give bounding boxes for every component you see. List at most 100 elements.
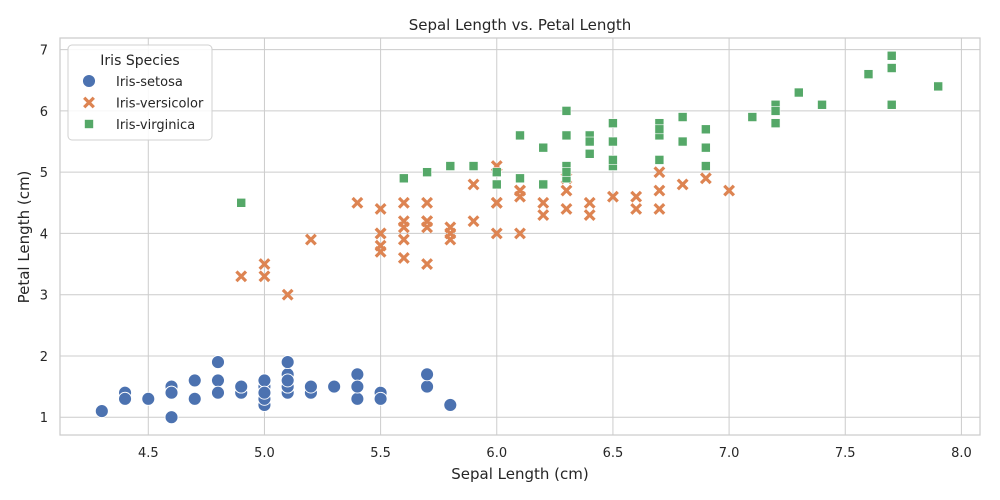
y-tick-label: 4	[40, 227, 48, 242]
x-tick-label: 5.5	[370, 446, 391, 461]
x-tick-label: 6.5	[603, 446, 624, 461]
iris-versicolor-point	[421, 221, 434, 234]
iris-virginica-point	[584, 148, 595, 159]
x-marker-stroke	[467, 178, 480, 191]
chart-title: Sepal Length vs. Petal Length	[409, 16, 632, 34]
iris-versicolor-point	[304, 233, 317, 246]
iris-versicolor-point	[560, 184, 573, 197]
iris-setosa-point	[211, 355, 225, 370]
iris-virginica-point	[886, 99, 897, 110]
series-iris-virginica	[236, 50, 943, 208]
iris-virginica-point	[584, 136, 595, 147]
iris-versicolor-point	[258, 258, 271, 271]
legend-label-iris-versicolor: Iris-versicolor	[116, 97, 204, 112]
iris-setosa-point	[350, 367, 365, 382]
legend-label-iris-virginica: Iris-virginica	[116, 118, 195, 133]
iris-virginica-point	[701, 124, 711, 135]
iris-virginica-point	[886, 50, 897, 61]
x-tick-label: 4.5	[138, 446, 159, 461]
iris-virginica-point	[677, 112, 688, 122]
iris-virginica-point	[538, 142, 549, 153]
iris-virginica-point	[817, 99, 827, 110]
iris-versicolor-point	[397, 215, 410, 228]
iris-versicolor-point	[630, 190, 643, 203]
iris-virginica-point	[515, 173, 525, 184]
x-marker-stroke	[397, 233, 410, 246]
x-marker-stroke	[653, 202, 666, 215]
iris-versicolor-point	[514, 190, 526, 203]
iris-setosa-point	[187, 373, 202, 388]
iris-virginica-point	[445, 161, 456, 171]
iris-setosa-point	[211, 373, 225, 388]
x-marker-stroke	[630, 202, 643, 215]
iris-virginica-point	[422, 167, 432, 177]
iris-setosa-point	[118, 391, 133, 406]
x-marker-stroke	[490, 196, 503, 209]
x-marker-stroke	[653, 166, 666, 179]
x-marker-stroke	[490, 227, 503, 240]
iris-versicolor-point	[699, 172, 712, 185]
iris-versicolor-point	[583, 209, 596, 221]
iris-setosa-point	[443, 398, 458, 412]
y-tick-label: 5	[40, 166, 48, 181]
iris-versicolor-point	[351, 196, 364, 209]
iris-virginica-point	[654, 155, 665, 165]
legend-item-iris-versicolor: Iris-versicolor	[83, 96, 204, 112]
iris-versicolor-point	[653, 202, 666, 215]
iris-setosa-point	[303, 379, 318, 394]
x-marker-stroke	[397, 215, 410, 228]
x-marker-stroke	[630, 190, 643, 203]
legend: Iris Species Iris-setosaIris-versicolorI…	[67, 44, 213, 141]
legend-title: Iris Species	[100, 53, 179, 69]
x-marker-stroke	[83, 96, 95, 109]
iris-versicolor-point	[630, 202, 643, 215]
iris-versicolor-point	[560, 202, 573, 215]
x-marker-stroke	[537, 196, 550, 209]
iris-virginica-point	[399, 173, 409, 184]
x-marker-stroke	[606, 190, 619, 203]
iris-versicolor-point	[514, 227, 526, 240]
y-axis-ticks: 1 2 3 4 5 6 7	[40, 44, 48, 427]
iris-versicolor-point	[374, 202, 387, 215]
x-marker-stroke	[560, 202, 573, 215]
iris-versicolor-point	[444, 227, 457, 240]
iris-versicolor-point	[281, 288, 294, 301]
x-marker-stroke	[397, 252, 410, 264]
y-tick-label: 1	[40, 411, 48, 426]
iris-virginica-point	[608, 155, 618, 165]
x-marker-stroke	[374, 245, 387, 258]
legend-marker-iris-versicolor	[83, 96, 95, 109]
series-iris-setosa	[94, 355, 458, 425]
iris-virginica-point	[608, 118, 618, 128]
iris-versicolor-point	[374, 245, 387, 258]
iris-virginica-point	[654, 124, 665, 135]
series-iris-versicolor	[235, 160, 736, 301]
iris-virginica-point	[561, 130, 572, 141]
iris-virginica-point	[491, 167, 502, 177]
iris-versicolor-point	[653, 166, 666, 179]
iris-setosa-point	[280, 373, 295, 388]
iris-virginica-point	[236, 198, 247, 208]
x-marker-stroke	[653, 184, 666, 197]
iris-virginica-point	[933, 81, 943, 92]
legend-marker-iris-virginica	[84, 119, 94, 129]
x-marker-stroke	[699, 172, 712, 185]
iris-virginica-point	[770, 106, 781, 116]
iris-virginica-point	[515, 130, 525, 141]
y-tick-label: 3	[40, 289, 48, 304]
x-marker-stroke	[723, 184, 736, 197]
iris-versicolor-point	[490, 227, 503, 240]
iris-versicolor-point	[258, 270, 271, 283]
x-marker-stroke	[281, 288, 294, 301]
iris-setosa-point	[280, 355, 295, 370]
x-marker-stroke	[467, 215, 480, 228]
iris-setosa-point	[164, 410, 179, 425]
x-marker-stroke	[421, 196, 434, 209]
iris-virginica-point	[863, 69, 874, 79]
iris-versicolor-point	[537, 209, 550, 221]
x-marker-stroke	[304, 233, 317, 246]
iris-setosa-point	[94, 404, 109, 419]
x-marker-stroke	[537, 209, 550, 221]
